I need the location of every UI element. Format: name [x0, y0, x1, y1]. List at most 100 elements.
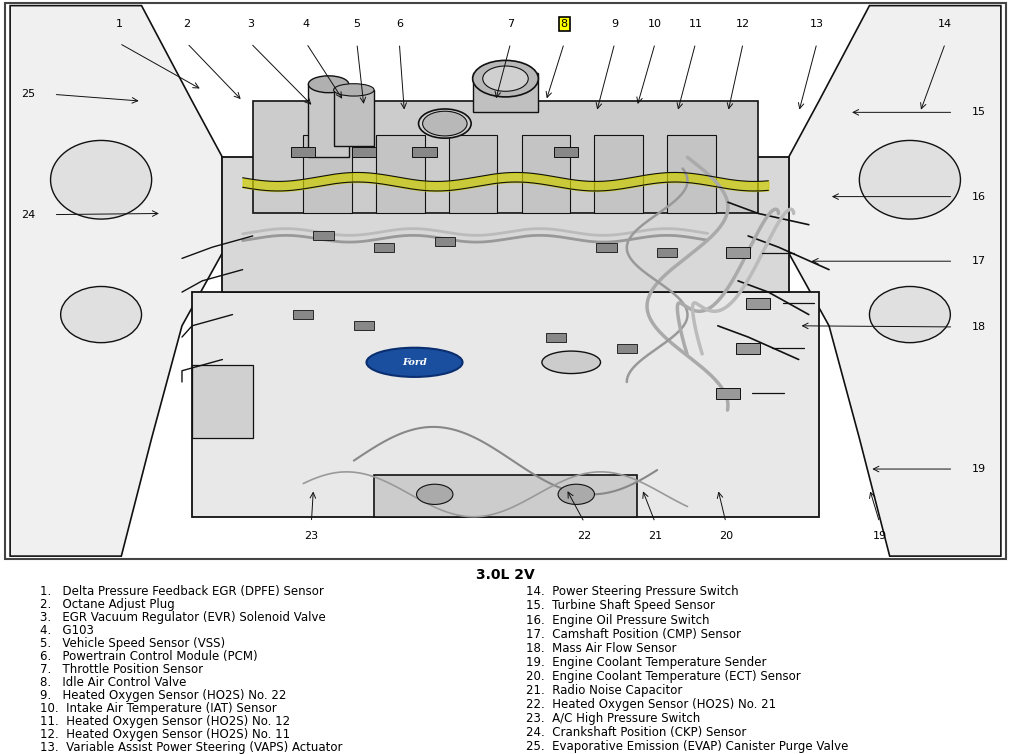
Text: 12: 12	[736, 19, 750, 29]
Text: 15.  Turbine Shaft Speed Sensor: 15. Turbine Shaft Speed Sensor	[526, 599, 715, 612]
Text: 6.   Powertrain Control Module (PCM): 6. Powertrain Control Module (PCM)	[40, 650, 258, 664]
Polygon shape	[222, 158, 789, 292]
Bar	[435, 237, 455, 246]
Polygon shape	[308, 84, 349, 158]
Polygon shape	[10, 5, 222, 556]
Text: 17.  Camshaft Position (CMP) Sensor: 17. Camshaft Position (CMP) Sensor	[526, 627, 741, 641]
Polygon shape	[522, 135, 570, 213]
Bar	[374, 243, 394, 252]
Ellipse shape	[366, 348, 462, 377]
Text: 10: 10	[648, 19, 662, 29]
Polygon shape	[789, 5, 1001, 556]
Text: 24: 24	[21, 210, 35, 219]
Ellipse shape	[51, 140, 152, 219]
Polygon shape	[374, 475, 637, 516]
Text: 9: 9	[611, 19, 619, 29]
Text: 17: 17	[972, 256, 986, 266]
Bar	[412, 147, 437, 158]
Bar	[554, 147, 578, 158]
Text: 1: 1	[116, 19, 122, 29]
Bar	[746, 298, 770, 309]
Polygon shape	[253, 101, 758, 213]
Text: 1.   Delta Pressure Feedback EGR (DPFE) Sensor: 1. Delta Pressure Feedback EGR (DPFE) Se…	[40, 585, 325, 599]
Bar	[352, 147, 376, 158]
Text: 23: 23	[304, 532, 318, 541]
Bar	[596, 243, 617, 252]
Polygon shape	[594, 135, 643, 213]
Polygon shape	[192, 292, 819, 516]
Text: 24.  Crankshaft Position (CKP) Sensor: 24. Crankshaft Position (CKP) Sensor	[526, 726, 746, 739]
Text: 20: 20	[719, 532, 733, 541]
Circle shape	[558, 484, 594, 504]
Text: 14: 14	[938, 19, 952, 29]
Text: 8.   Idle Air Control Valve: 8. Idle Air Control Valve	[40, 676, 187, 689]
Text: 18: 18	[972, 322, 986, 332]
Text: 8: 8	[560, 19, 568, 29]
Text: 3.   EGR Vacuum Regulator (EVR) Solenoid Valve: 3. EGR Vacuum Regulator (EVR) Solenoid V…	[40, 611, 327, 624]
Text: 5: 5	[354, 19, 360, 29]
Bar	[291, 147, 315, 158]
Bar	[657, 248, 677, 257]
Bar	[726, 247, 750, 259]
Text: 5.   Vehicle Speed Sensor (VSS): 5. Vehicle Speed Sensor (VSS)	[40, 637, 225, 650]
Bar	[617, 344, 637, 353]
Text: 25.  Evaporative Emission (EVAP) Canister Purge Valve: 25. Evaporative Emission (EVAP) Canister…	[526, 740, 848, 753]
Text: 19.  Engine Coolant Temperature Sender: 19. Engine Coolant Temperature Sender	[526, 656, 766, 669]
Bar	[473, 73, 538, 112]
Text: 9.   Heated Oxygen Sensor (HO2S) No. 22: 9. Heated Oxygen Sensor (HO2S) No. 22	[40, 689, 287, 702]
Circle shape	[423, 112, 467, 136]
Text: 15: 15	[972, 107, 986, 118]
Polygon shape	[667, 135, 716, 213]
Text: 25: 25	[21, 90, 35, 100]
Text: 3.0L 2V: 3.0L 2V	[476, 568, 535, 582]
Text: 7.   Throttle Position Sensor: 7. Throttle Position Sensor	[40, 664, 203, 676]
Text: 4: 4	[302, 19, 310, 29]
Text: 14.  Power Steering Pressure Switch: 14. Power Steering Pressure Switch	[526, 585, 738, 599]
Text: 13.  Variable Assist Power Steering (VAPS) Actuator: 13. Variable Assist Power Steering (VAPS…	[40, 741, 343, 754]
Ellipse shape	[334, 84, 374, 96]
Ellipse shape	[542, 351, 601, 373]
Text: 11.  Heated Oxygen Sensor (HO2S) No. 12: 11. Heated Oxygen Sensor (HO2S) No. 12	[40, 715, 290, 728]
Bar	[716, 388, 740, 399]
Text: 2: 2	[183, 19, 191, 29]
Text: 11: 11	[688, 19, 703, 29]
Polygon shape	[192, 365, 253, 438]
Text: 22.  Heated Oxygen Sensor (HO2S) No. 21: 22. Heated Oxygen Sensor (HO2S) No. 21	[526, 697, 775, 711]
Circle shape	[417, 484, 453, 504]
Text: 10.  Intake Air Temperature (IAT) Sensor: 10. Intake Air Temperature (IAT) Sensor	[40, 702, 277, 715]
Text: 7: 7	[507, 19, 515, 29]
Text: 19: 19	[972, 464, 986, 474]
Ellipse shape	[61, 287, 142, 342]
Text: 21: 21	[648, 532, 662, 541]
Bar	[354, 321, 374, 330]
Bar	[546, 333, 566, 342]
Polygon shape	[449, 135, 497, 213]
Ellipse shape	[419, 109, 471, 138]
Text: 18.  Mass Air Flow Sensor: 18. Mass Air Flow Sensor	[526, 642, 676, 654]
Polygon shape	[376, 135, 425, 213]
Text: 6: 6	[396, 19, 402, 29]
Polygon shape	[303, 135, 352, 213]
Text: 21.  Radio Noise Capacitor: 21. Radio Noise Capacitor	[526, 684, 682, 697]
Text: 13: 13	[810, 19, 824, 29]
Ellipse shape	[308, 76, 349, 93]
Text: 23.  A/C High Pressure Switch: 23. A/C High Pressure Switch	[526, 712, 700, 725]
Ellipse shape	[483, 66, 528, 91]
Text: 3: 3	[248, 19, 254, 29]
Text: 20.  Engine Coolant Temperature (ECT) Sensor: 20. Engine Coolant Temperature (ECT) Sen…	[526, 670, 801, 682]
Polygon shape	[334, 90, 374, 146]
Text: 22: 22	[577, 532, 591, 541]
Bar	[293, 310, 313, 319]
Text: 16: 16	[972, 192, 986, 201]
Ellipse shape	[472, 60, 539, 97]
Text: Ford: Ford	[402, 358, 427, 366]
Ellipse shape	[869, 287, 950, 342]
Text: 19: 19	[872, 532, 887, 541]
Bar	[736, 342, 760, 354]
Bar	[313, 231, 334, 241]
Text: 4.   G103: 4. G103	[40, 624, 94, 637]
Text: 12.  Heated Oxygen Sensor (HO2S) No. 11: 12. Heated Oxygen Sensor (HO2S) No. 11	[40, 728, 290, 741]
Text: 2.   Octane Adjust Plug: 2. Octane Adjust Plug	[40, 599, 175, 611]
Ellipse shape	[859, 140, 960, 219]
Text: 16.  Engine Oil Pressure Switch: 16. Engine Oil Pressure Switch	[526, 614, 710, 627]
